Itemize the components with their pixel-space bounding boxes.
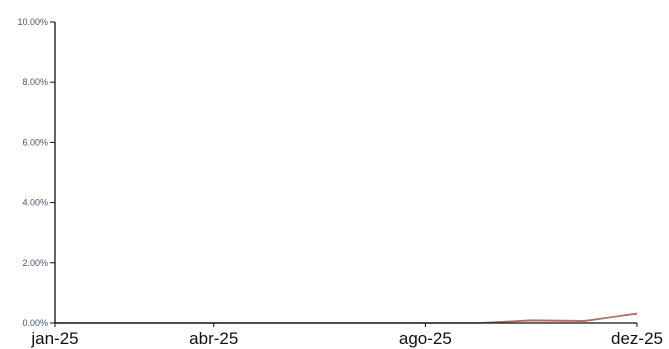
y-ticks: 0.00% 2.00% 4.00% 6.00% 8.00% 10.00% bbox=[17, 17, 55, 328]
series-line-1 bbox=[55, 313, 638, 324]
series-layer bbox=[55, 312, 638, 324]
series-line-0 bbox=[55, 312, 638, 324]
y-tick-label: 4.00% bbox=[22, 198, 48, 208]
x-tick-label: dez-25 bbox=[611, 329, 663, 348]
y-tick-label: 8.00% bbox=[22, 77, 48, 87]
x-tick-label: jan-25 bbox=[30, 329, 78, 348]
y-tick-label: 10.00% bbox=[17, 17, 48, 27]
y-tick-label: 6.00% bbox=[22, 137, 48, 147]
x-tick-label: abr-25 bbox=[189, 329, 238, 348]
x-tick-label: ago-25 bbox=[399, 329, 452, 348]
y-tick-label: 2.00% bbox=[22, 258, 48, 268]
y-tick-label: 0.00% bbox=[22, 318, 48, 328]
axes-layer bbox=[54, 22, 637, 324]
x-ticks: jan-25 abr-25 ago-25 dez-25 bbox=[30, 323, 663, 348]
